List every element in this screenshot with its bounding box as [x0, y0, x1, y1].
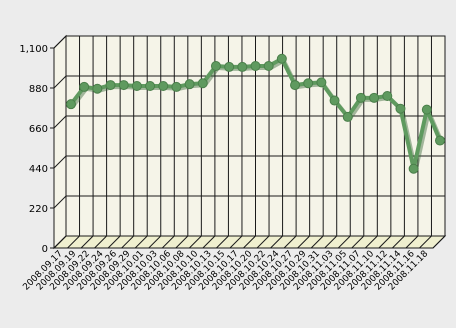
data-point	[197, 78, 208, 89]
data-point	[250, 61, 261, 71]
data-point	[237, 61, 248, 72]
data-point	[210, 61, 221, 71]
data-point	[355, 92, 366, 103]
x-gridline-floor	[405, 235, 419, 249]
data-point	[66, 99, 76, 110]
data-point	[131, 81, 142, 91]
x-gridline-floor	[202, 235, 216, 249]
data-point	[369, 92, 380, 103]
y-tick-label: 880	[29, 84, 48, 95]
x-gridline-floor	[392, 235, 405, 249]
data-point	[408, 163, 419, 174]
data-point	[303, 78, 314, 89]
x-gridline-floor	[256, 235, 270, 249]
x-gridline-floor	[351, 235, 365, 249]
x-gridline-floor	[121, 235, 135, 249]
x-gridline-floor	[432, 235, 446, 249]
x-gridline-floor	[419, 235, 432, 249]
y-tick-label: 440	[29, 164, 48, 175]
x-gridline-floor	[364, 235, 378, 249]
data-point	[435, 135, 445, 146]
plot-side-wall	[53, 34, 67, 250]
data-point	[290, 80, 301, 91]
y-tick-label: 0	[42, 244, 48, 255]
x-gridline-floor	[134, 235, 148, 249]
y-tick-label: 220	[29, 204, 48, 215]
data-point	[421, 104, 432, 115]
x-gridline-floor	[378, 235, 392, 249]
data-point	[224, 61, 235, 72]
x-gridline-floor	[175, 235, 189, 249]
y-gridline-side	[53, 195, 67, 209]
y-gridline-side	[53, 35, 67, 49]
x-gridline-floor	[324, 235, 338, 249]
data-point	[316, 77, 327, 88]
data-point	[118, 80, 129, 91]
data-point	[342, 111, 353, 122]
x-gridline-floor	[107, 235, 121, 249]
data-point	[171, 81, 182, 92]
x-gridline-floor	[53, 235, 67, 249]
data-point	[105, 80, 116, 91]
data-point	[158, 81, 169, 91]
y-gridline-side	[53, 75, 67, 89]
x-gridline-floor	[161, 235, 175, 249]
x-gridline-floor	[67, 235, 80, 249]
x-gridline-floor	[310, 235, 324, 249]
y-gridline-side	[53, 155, 67, 169]
data-point	[79, 81, 90, 92]
data-point	[92, 83, 103, 94]
x-gridline-floor	[229, 235, 243, 249]
data-point	[263, 61, 274, 71]
y-tick-label: 1,100	[19, 44, 48, 55]
x-gridline-floor	[216, 235, 229, 249]
x-gridline-floor	[297, 235, 310, 249]
x-gridline-floor	[94, 235, 107, 249]
x-gridline-floor	[148, 235, 162, 249]
x-gridline-floor	[283, 235, 297, 249]
y-gridline-side	[53, 115, 67, 129]
x-gridline-floor	[270, 235, 283, 249]
data-point	[382, 91, 393, 101]
data-point	[145, 81, 156, 91]
x-gridline-floor	[80, 235, 94, 249]
x-gridline-floor	[189, 235, 202, 249]
data-point	[395, 103, 406, 114]
data-point	[276, 53, 287, 64]
data-point	[329, 95, 340, 106]
x-gridline-floor	[243, 235, 256, 249]
x-gridline-floor	[337, 235, 351, 249]
data-point	[184, 79, 195, 90]
y-tick-label: 660	[29, 124, 48, 135]
